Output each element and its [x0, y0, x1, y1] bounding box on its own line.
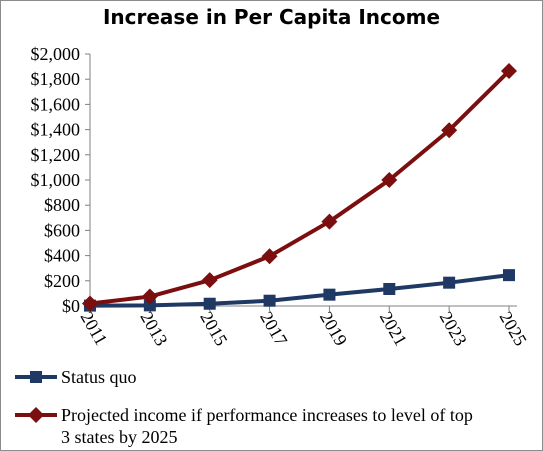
data-point [323, 288, 336, 301]
legend-item-2: Projected income if performance increase… [15, 405, 473, 447]
x-tick-label: 2019 [316, 308, 351, 349]
x-tick-label: 2015 [196, 308, 231, 349]
data-point [381, 172, 398, 188]
legend-label: Status quo [61, 367, 137, 387]
data-point [503, 269, 515, 282]
data-point [383, 282, 396, 295]
y-tick-label: $2,000 [31, 44, 81, 64]
data-point [261, 248, 278, 265]
x-tick-label: 2023 [436, 308, 471, 349]
data-point [321, 213, 338, 230]
data-point [143, 299, 156, 312]
x-tick-label: 2013 [136, 308, 171, 349]
y-tick-label: $0 [62, 296, 80, 316]
y-tick-label: $1,400 [31, 120, 81, 140]
y-tick-label: $800 [44, 195, 80, 215]
series-line [89, 273, 510, 308]
series-layer [82, 63, 517, 312]
data-point [203, 297, 216, 310]
y-tick-label: $1,800 [31, 69, 81, 89]
legend-marker [28, 407, 44, 423]
legend-label: Projected income if performance increase… [61, 405, 473, 447]
data-point [141, 288, 158, 305]
x-tick-label: 2011 [77, 308, 112, 349]
y-tick-label: $400 [44, 246, 80, 266]
legend-label-line: 3 states by 2025 [61, 427, 178, 447]
chart-title: Increase in Per Capita Income [102, 5, 441, 29]
series-line [89, 69, 511, 306]
y-tick-label: $600 [44, 220, 80, 240]
y-tick-label: $200 [44, 271, 80, 291]
legend-item-1: Status quo [15, 367, 137, 387]
y-tick-label: $1,000 [31, 170, 81, 190]
data-point [441, 122, 458, 139]
legend-label-line: Projected income if performance increase… [61, 405, 473, 425]
x-tick-label: 2017 [256, 308, 291, 349]
legend-marker [30, 371, 42, 383]
data-point [82, 295, 98, 312]
data-point [443, 276, 456, 289]
data-point [263, 294, 276, 307]
data-point [201, 272, 218, 289]
y-tick-label: $1,200 [31, 145, 81, 165]
series-2 [82, 63, 517, 312]
y-tick-label: $1,600 [31, 94, 81, 114]
legend-label-line: Status quo [61, 367, 137, 387]
x-tick-label: 2021 [376, 308, 411, 349]
x-tick-label: 2025 [496, 308, 531, 349]
data-point [501, 63, 517, 80]
legend: Status quo Projected income if performanc… [15, 367, 473, 447]
